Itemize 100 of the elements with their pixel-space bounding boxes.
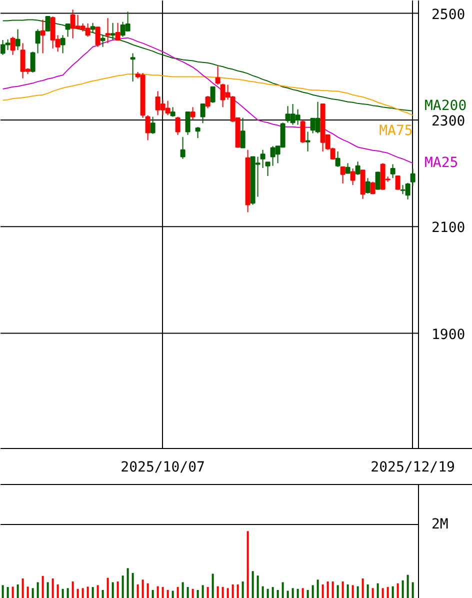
bar [96, 585, 99, 598]
candlestick [145, 114, 150, 141]
y-tick-label: 2300 [432, 113, 466, 130]
bar [372, 588, 374, 598]
bar [82, 588, 84, 598]
candlestick [370, 181, 376, 195]
candlestick [300, 119, 306, 144]
bar [166, 590, 169, 598]
bar [352, 585, 354, 598]
bar [12, 586, 14, 598]
candlestick [210, 86, 216, 104]
candlestick [265, 162, 270, 176]
candlestick [355, 161, 360, 176]
bar [326, 581, 329, 598]
candlestick [130, 52, 136, 82]
bar [302, 588, 304, 598]
bar [126, 568, 129, 598]
line-series [2, 74, 414, 116]
bar [292, 588, 294, 598]
y-tick-label: 2100 [432, 220, 466, 236]
bar [202, 585, 204, 598]
candlestick [15, 28, 20, 51]
candlestick [365, 178, 370, 194]
candlestick [35, 28, 40, 54]
candlestick [260, 149, 266, 168]
bar [236, 584, 239, 598]
bar [136, 584, 139, 598]
bar [396, 583, 399, 598]
candlestick [115, 22, 120, 41]
candlestick [360, 170, 366, 200]
bar [72, 581, 74, 598]
bar [122, 576, 124, 598]
y-tick-label: 2500 [432, 6, 466, 23]
bar [62, 588, 64, 598]
candlestick [395, 174, 400, 190]
series-label: MA25 [424, 155, 458, 172]
bar [252, 571, 254, 598]
candlestick [215, 66, 220, 86]
bar [282, 582, 284, 598]
bar [346, 584, 349, 598]
bar [362, 578, 364, 598]
bar [142, 580, 144, 598]
candlestick [105, 18, 110, 44]
candlestick [390, 164, 396, 179]
bar [366, 584, 369, 598]
bar [206, 587, 209, 598]
bar [296, 588, 299, 598]
bar [376, 583, 379, 598]
bar [232, 584, 234, 598]
series-label: MA75 [379, 123, 413, 140]
bar [392, 586, 394, 598]
bar [382, 588, 384, 598]
bar [6, 587, 9, 598]
candlestick [350, 168, 356, 186]
bar [172, 590, 174, 598]
x-tick-label: 2025/10/07 [120, 460, 205, 476]
bar [272, 587, 274, 598]
bar [76, 588, 79, 598]
bar [16, 584, 19, 598]
bar [182, 582, 184, 598]
candlestick [180, 136, 186, 160]
series-label: MA200 [424, 98, 467, 114]
candlestick [340, 166, 346, 184]
bar [102, 590, 104, 598]
bar [216, 586, 219, 598]
bar [42, 576, 44, 598]
candlestick [10, 36, 16, 56]
candlestick [410, 168, 416, 187]
bar [246, 531, 249, 598]
bar [286, 590, 289, 598]
candlestick [110, 22, 116, 40]
candlestick [95, 26, 100, 48]
bar [406, 574, 409, 598]
candlestick [100, 34, 106, 48]
bar [152, 590, 154, 598]
bar [312, 585, 314, 598]
candlestick [205, 95, 210, 109]
candlestick [90, 22, 96, 33]
bar [176, 587, 179, 598]
candlestick [195, 126, 200, 139]
bar [26, 586, 29, 598]
bar [106, 578, 109, 598]
candlestick [190, 106, 196, 120]
candlestick [175, 116, 180, 136]
candlestick [200, 103, 206, 124]
bar [322, 584, 324, 598]
bar [306, 590, 309, 598]
candlestick [60, 34, 66, 54]
bar [316, 580, 319, 598]
candlestick [150, 116, 156, 134]
bar [386, 587, 389, 598]
bar [46, 582, 49, 598]
bar [162, 587, 164, 598]
candlestick [375, 171, 380, 190]
bar [132, 572, 134, 598]
y-tick-label: 2M [432, 516, 448, 532]
candlestick [170, 106, 176, 118]
bar [146, 583, 149, 598]
bar [242, 581, 244, 598]
bar [412, 582, 414, 598]
